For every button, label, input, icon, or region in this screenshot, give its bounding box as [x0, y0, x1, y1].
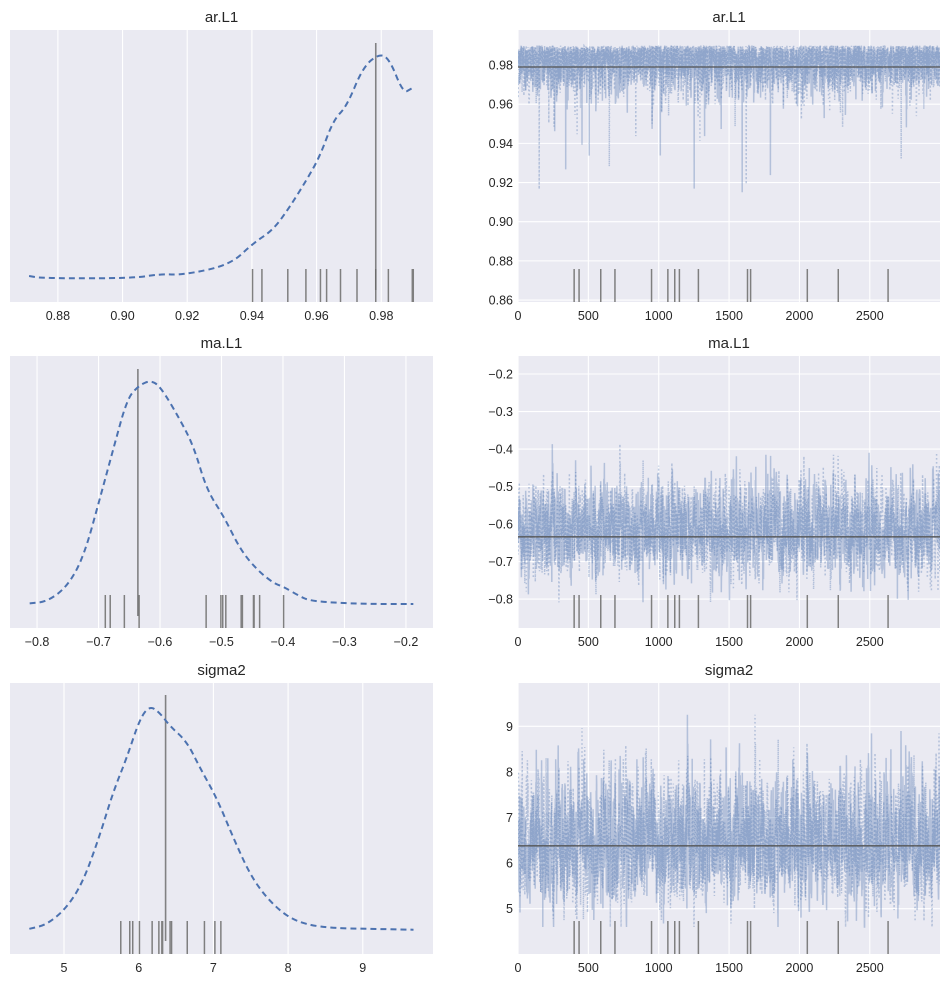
- trace-panel-sigma2: sigma2 0 500 1000 1500 2000 2500 5 6 7 8 9: [506, 662, 940, 975]
- chain-trace-1: [518, 444, 940, 603]
- y-tick-label: 0.98: [489, 59, 513, 73]
- x-tick-label: 500: [578, 309, 599, 323]
- y-tick-label: 5: [506, 902, 513, 916]
- axes-background: [10, 30, 433, 302]
- chain-trace-2: [518, 444, 940, 603]
- x-tick-label: 6: [135, 961, 142, 975]
- y-tick-label: 9: [506, 720, 513, 734]
- x-tick-label: 0.88: [46, 309, 70, 323]
- x-tick-label: 0: [515, 635, 522, 649]
- x-tick-label: 0.98: [369, 309, 393, 323]
- x-tick-label: 1500: [715, 309, 743, 323]
- panel-title: sigma2: [705, 662, 753, 679]
- y-tick-label: −0.2: [488, 368, 513, 382]
- x-tick-label: 7: [210, 961, 217, 975]
- y-tick-label: −0.7: [488, 555, 513, 569]
- x-tick-label: −0.6: [148, 635, 173, 649]
- x-tick-label: 500: [578, 635, 599, 649]
- chain-trace-1: [518, 714, 940, 928]
- y-tick-label: −0.4: [488, 443, 513, 457]
- x-tick-label: 500: [578, 961, 599, 975]
- x-tick-label: −0.7: [86, 635, 111, 649]
- trace-panel-ma-L1: ma.L1 0 500 1000 1500 2000 2500 −0.8 −0.7 −0.6 −0.…: [488, 335, 940, 649]
- y-tick-label: 0.92: [489, 176, 513, 190]
- x-tick-label: 5: [61, 961, 68, 975]
- y-tick-label: −0.5: [488, 480, 513, 494]
- density-panel-sigma2: sigma2 5 6 7 8 9: [10, 662, 433, 975]
- x-tick-label: 2500: [856, 635, 884, 649]
- chain-trace-2: [518, 714, 940, 928]
- panel-title: ma.L1: [708, 335, 750, 352]
- y-tick-label: 0.94: [489, 137, 513, 151]
- x-tick-label: 2000: [786, 635, 814, 649]
- panel-title: ar.L1: [712, 9, 745, 26]
- y-tick-label: 0.96: [489, 98, 513, 112]
- y-tick-label: 0.86: [489, 294, 513, 308]
- x-tick-label: −0.3: [332, 635, 357, 649]
- y-tick-label: −0.8: [488, 593, 513, 607]
- x-tick-label: −0.5: [209, 635, 234, 649]
- y-tick-label: 0.88: [489, 254, 513, 268]
- axes-background: [10, 683, 433, 954]
- x-tick-label: 9: [359, 961, 366, 975]
- y-tick-label: 6: [506, 857, 513, 871]
- y-tick-label: −0.6: [488, 518, 513, 532]
- y-tick-label: 7: [506, 811, 513, 825]
- x-tick-label: 2000: [786, 961, 814, 975]
- x-tick-label: 0.96: [304, 309, 328, 323]
- x-tick-label: −0.4: [271, 635, 296, 649]
- panel-title: ma.L1: [201, 335, 243, 352]
- panel-title: ar.L1: [205, 9, 238, 26]
- x-tick-label: 0.94: [240, 309, 264, 323]
- x-tick-label: 8: [285, 961, 292, 975]
- x-tick-label: 0: [515, 961, 522, 975]
- x-tick-label: 2500: [856, 961, 884, 975]
- x-tick-label: 1000: [645, 309, 673, 323]
- x-tick-label: 0.90: [110, 309, 134, 323]
- x-tick-label: 1500: [715, 635, 743, 649]
- chain-trace-1: [518, 44, 940, 193]
- x-tick-label: 2000: [786, 309, 814, 323]
- kde-curve: [29, 707, 414, 931]
- x-tick-label: 1500: [715, 961, 743, 975]
- trace-panel-ar-L1: ar.L1 0 500 1000 1500 2000 2500 0.86 0.88 0.90 0.9…: [489, 9, 940, 323]
- x-tick-label: 1000: [645, 635, 673, 649]
- kde-curve: [29, 380, 414, 605]
- y-tick-label: 0.90: [489, 215, 513, 229]
- density-panel-ma-L1: ma.L1 −0.8 −0.7 −0.6 −0.5 −0.4 −0.3 −0.2: [10, 335, 433, 649]
- x-tick-label: −0.8: [25, 635, 50, 649]
- panel-title: sigma2: [197, 662, 245, 679]
- x-tick-label: 0.92: [175, 309, 199, 323]
- kde-curve: [28, 54, 413, 280]
- x-tick-label: 1000: [645, 961, 673, 975]
- x-tick-label: 0: [515, 309, 522, 323]
- x-tick-label: −0.2: [394, 635, 419, 649]
- y-tick-label: 8: [506, 765, 513, 779]
- density-panel-ar-L1: ar.L1 0.88 0.90 0.92 0.94 0.96 0.98: [10, 9, 433, 323]
- y-tick-label: −0.3: [488, 405, 513, 419]
- x-tick-label: 2500: [856, 309, 884, 323]
